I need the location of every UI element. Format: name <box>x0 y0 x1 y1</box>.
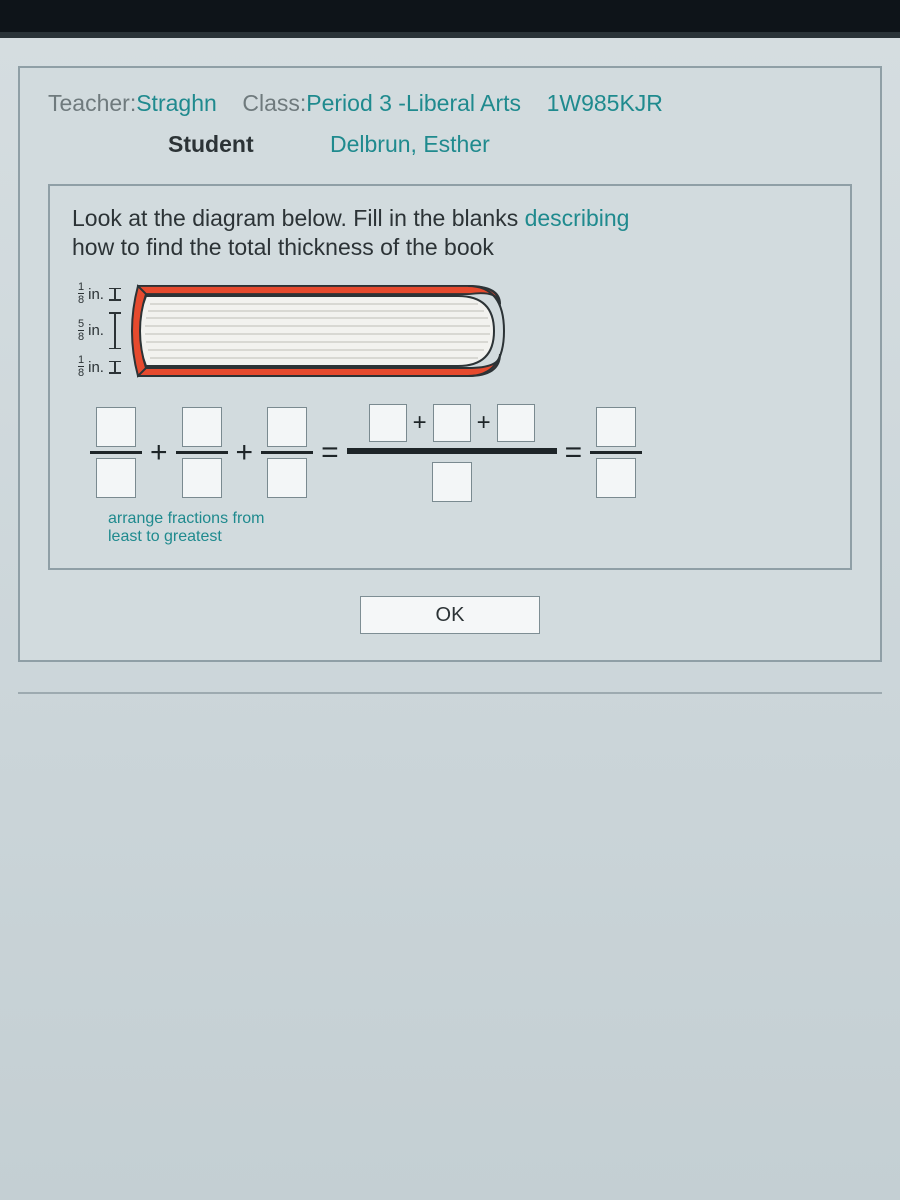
combined-numerator-row: + + <box>369 404 535 442</box>
equals-operator: = <box>319 436 341 470</box>
denominator-input[interactable] <box>596 458 636 498</box>
fraction-bar <box>261 451 313 454</box>
class-value: Period 3 -Liberal Arts <box>306 90 521 116</box>
student-label: Student <box>168 131 254 157</box>
fraction-denominator: 8 <box>78 366 84 379</box>
app-screen: Teacher:Straghn Class:Period 3 -Liberal … <box>0 32 900 1200</box>
teacher-value: Straghn <box>136 90 217 116</box>
numerator-input[interactable] <box>497 404 535 442</box>
ok-button-row: OK <box>48 596 852 634</box>
ok-button[interactable]: OK <box>360 596 540 634</box>
fraction-label: 1 8 <box>78 282 84 306</box>
input-fraction <box>176 407 228 498</box>
student-value: Delbrun, Esther <box>330 131 490 157</box>
dimension-column: 1 8 in. 5 8 in. <box>78 282 122 379</box>
fraction-denominator: 8 <box>78 293 84 306</box>
student-row: Student Delbrun, Esther <box>48 131 852 158</box>
plus-operator: + <box>411 409 429 437</box>
input-fraction <box>261 407 313 498</box>
hint-content: arrange fractions from least to greatest <box>108 510 265 545</box>
numerator-input[interactable] <box>369 404 407 442</box>
class-code: 1W985KJR <box>547 90 663 116</box>
fraction-bar <box>176 451 228 454</box>
fraction-bar <box>347 448 557 454</box>
dimension-item: 1 8 in. <box>78 355 122 379</box>
dimension-bracket <box>108 288 122 301</box>
fraction-numerator: 5 <box>78 319 84 330</box>
book-diagram: 1 8 in. 5 8 in. <box>78 276 828 386</box>
fraction-denominator: 8 <box>78 330 84 343</box>
denominator-input[interactable] <box>432 462 472 502</box>
book-illustration <box>128 276 518 386</box>
problem-prompt: Look at the diagram below. Fill in the b… <box>72 204 828 262</box>
teacher-label: Teacher: <box>48 90 136 116</box>
numerator-input[interactable] <box>433 404 471 442</box>
class-label: Class: <box>242 90 306 116</box>
header-panel: Teacher:Straghn Class:Period 3 -Liberal … <box>18 66 882 662</box>
numerator-input[interactable] <box>96 407 136 447</box>
denominator-input[interactable] <box>267 458 307 498</box>
combined-fraction: + + <box>347 404 557 502</box>
hint-text: arrange fractions from least to greatest <box>108 510 828 547</box>
fraction-label: 1 8 <box>78 355 84 379</box>
numerator-input[interactable] <box>596 407 636 447</box>
numerator-input[interactable] <box>267 407 307 447</box>
result-fraction <box>590 407 642 498</box>
problem-panel: Look at the diagram below. Fill in the b… <box>48 184 852 570</box>
equals-operator: = <box>563 436 585 470</box>
prompt-text-1: Look at the diagram below. Fill in the b… <box>72 205 525 231</box>
plus-operator: + <box>148 436 170 470</box>
fraction-numerator: 1 <box>78 355 84 366</box>
dimension-bracket <box>108 361 122 374</box>
fraction-numerator: 1 <box>78 282 84 293</box>
unit-label: in. <box>88 286 104 303</box>
input-fraction <box>90 407 142 498</box>
fraction-bar <box>590 451 642 454</box>
denominator-input[interactable] <box>96 458 136 498</box>
numerator-input[interactable] <box>182 407 222 447</box>
dimension-bracket <box>108 312 122 349</box>
plus-operator: + <box>234 436 256 470</box>
denominator-input[interactable] <box>182 458 222 498</box>
unit-label: in. <box>88 322 104 339</box>
dimension-item: 5 8 in. <box>78 312 122 349</box>
divider-line <box>18 692 882 694</box>
monitor-bezel-top <box>0 0 900 32</box>
fraction-label: 5 8 <box>78 319 84 343</box>
equation-row: + + = + <box>90 404 828 502</box>
prompt-text-2: how to find the total thickness of the b… <box>72 234 494 260</box>
plus-operator: + <box>475 409 493 437</box>
dimension-item: 1 8 in. <box>78 282 122 306</box>
unit-label: in. <box>88 359 104 376</box>
fraction-bar <box>90 451 142 454</box>
class-info-row: Teacher:Straghn Class:Period 3 -Liberal … <box>48 90 852 117</box>
prompt-highlight: describing <box>525 205 630 231</box>
